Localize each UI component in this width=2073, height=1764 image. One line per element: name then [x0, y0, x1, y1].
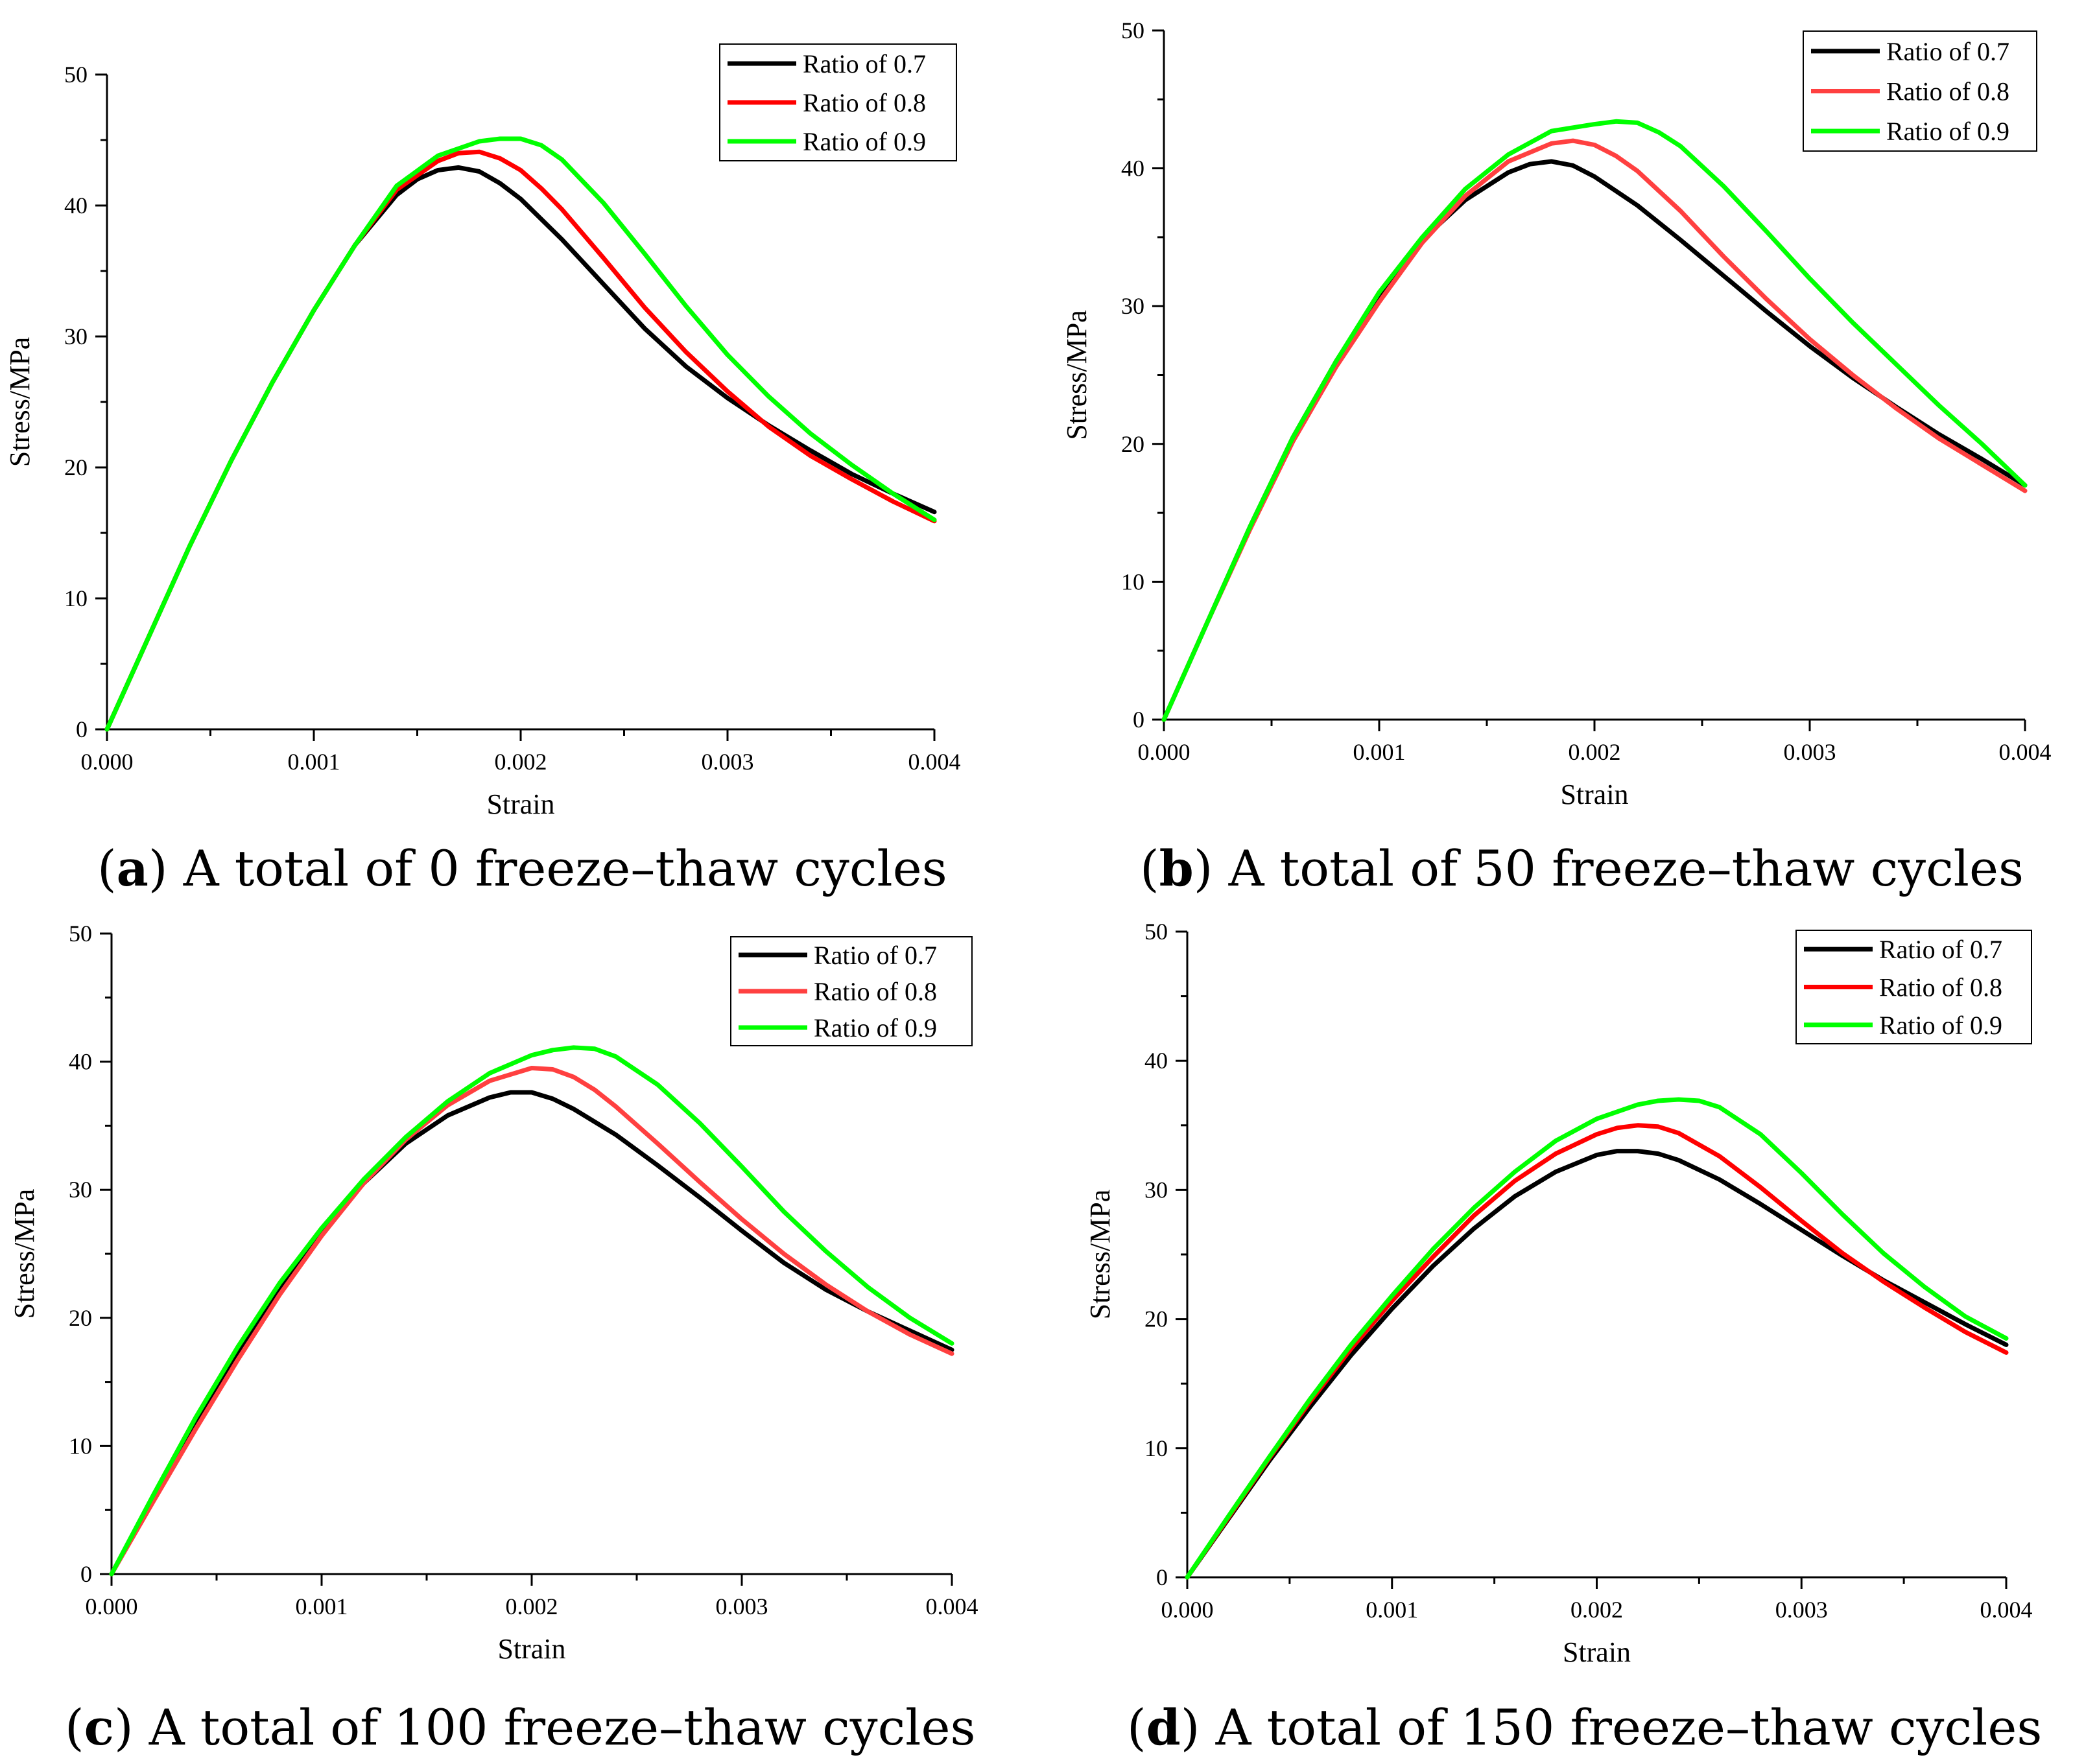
- chart-d-legend: Ratio of 0.7 Ratio of 0.8 Ratio of 0.9: [1795, 930, 2032, 1044]
- chart-a-y-axis-title: Stress/MPa: [4, 337, 36, 467]
- chart-b-x-tick-label: 0.004: [1999, 739, 2052, 765]
- chart-c-y-tick-label: 10: [69, 1433, 92, 1459]
- chart-c-y-tick-label: 0: [80, 1561, 92, 1587]
- caption-c: (c) A total of 100 freeze–thaw cycles: [65, 1699, 976, 1756]
- chart-a-y-tick-label: 20: [64, 454, 88, 480]
- chart-b-series-line-3: [1161, 119, 2028, 722]
- chart-a-x-tick-label: 0.003: [702, 749, 754, 775]
- chart-panel-c: 0.000 0.001 0.002 0.003 0.004 0 10 20 30 40 50 Stra…: [0, 901, 1036, 1764]
- caption-c-letter: c: [84, 1699, 114, 1756]
- chart-d-series-line-2: [1185, 1123, 2009, 1580]
- chart-d-y-axis-title: Stress/MPa: [1084, 1190, 1116, 1319]
- chart-c-y-tick-label: 50: [69, 921, 92, 947]
- chart-c-series-line-1: [109, 1090, 954, 1577]
- chart-a-legend-label-2: Ratio of 0.8: [803, 88, 926, 117]
- chart-b-legend: Ratio of 0.7 Ratio of 0.8 Ratio of 0.9: [1803, 30, 2037, 152]
- chart-b-svg: 0.000 0.001 0.002 0.003 0.004 0 10 20 30 40 50 Stra…: [1061, 18, 2052, 810]
- chart-b-series-line-2: [1161, 138, 2028, 722]
- chart-c-legend-label-1: Ratio of 0.7: [814, 941, 937, 970]
- chart-c-x-tick-label: 0.000: [86, 1593, 138, 1619]
- caption-b-letter: b: [1159, 840, 1194, 897]
- caption-a-letter: a: [116, 840, 148, 897]
- chart-d-series-line-1: [1185, 1149, 2009, 1580]
- chart-b-y-tick-label: 30: [1121, 293, 1144, 319]
- chart-c-y-tick-label: 30: [69, 1177, 92, 1203]
- caption-d-letter: d: [1146, 1699, 1181, 1756]
- chart-b-x-tick-label: 0.002: [1569, 739, 1621, 765]
- chart-d-legend-label-3: Ratio of 0.9: [1879, 1011, 2002, 1040]
- chart-c-y-tick-label: 20: [69, 1305, 92, 1331]
- chart-d-legend-label-1: Ratio of 0.7: [1879, 935, 2002, 964]
- chart-a-series-line-1: [104, 165, 937, 732]
- chart-b-x-axis-title: Strain: [1560, 779, 1628, 810]
- chart-c-x-tick-label: 0.001: [296, 1593, 348, 1619]
- chart-d-svg: 0.000 0.001 0.002 0.003 0.004 0 10 20 30 40 50 Stra…: [1084, 919, 2033, 1668]
- chart-d-y-tick-label: 30: [1144, 1177, 1168, 1203]
- chart-a-y-tick-label: 40: [64, 193, 88, 218]
- chart-a-legend-label-1: Ratio of 0.7: [803, 49, 926, 78]
- chart-d-x-tick-label: 0.004: [1980, 1597, 2033, 1623]
- chart-b-y-axis-title: Stress/MPa: [1061, 310, 1093, 440]
- chart-a-y-tick-label: 10: [64, 585, 88, 611]
- chart-a-y-tick-label: 50: [64, 62, 88, 88]
- chart-d-x-tick-label: 0.000: [1161, 1597, 1214, 1623]
- caption-d: (d) A total of 150 freeze–thaw cycles: [1127, 1699, 2043, 1756]
- caption-c-text: A total of 100 freeze–thaw cycles: [133, 1699, 976, 1756]
- chart-b-y-tick-label: 40: [1121, 156, 1144, 182]
- chart-c-series-line-2: [109, 1066, 954, 1577]
- chart-b-y-tick-label: 50: [1121, 18, 1144, 43]
- chart-c-y-axis-title: Stress/MPa: [8, 1189, 40, 1319]
- caption-a: (a) A total of 0 freeze–thaw cycles: [97, 840, 947, 897]
- chart-d-x-tick-label: 0.002: [1570, 1597, 1623, 1623]
- chart-d-y-tick-label: 10: [1144, 1435, 1168, 1461]
- chart-panel-d: 0.000 0.001 0.002 0.003 0.004 0 10 20 30 40 50 Stra…: [1036, 901, 2073, 1764]
- chart-d-series-line-3: [1185, 1097, 2009, 1580]
- chart-b-legend-label-2: Ratio of 0.8: [1886, 77, 2009, 106]
- chart-b-x-tick-label: 0.001: [1353, 739, 1406, 765]
- chart-c-legend: Ratio of 0.7 Ratio of 0.8 Ratio of 0.9: [730, 936, 973, 1046]
- chart-a-x-tick-label: 0.001: [288, 749, 340, 775]
- chart-a-series-line-2: [104, 149, 937, 732]
- chart-c-x-tick-label: 0.002: [506, 1593, 558, 1619]
- chart-d-y-tick-label: 40: [1144, 1048, 1168, 1074]
- chart-a-svg: 0.000 0.001 0.002 0.003 0.004 0 10 20 30 40 50 Stra…: [4, 43, 961, 820]
- chart-d-legend-label-2: Ratio of 0.8: [1879, 973, 2002, 1002]
- caption-a-text: A total of 0 freeze–thaw cycles: [167, 840, 947, 897]
- chart-d-x-tick-label: 0.003: [1775, 1597, 1828, 1623]
- chart-a-x-tick-label: 0.000: [81, 749, 134, 775]
- chart-b-x-tick-label: 0.000: [1138, 739, 1190, 765]
- chart-c-x-axis-title: Strain: [497, 1633, 565, 1665]
- chart-a-legend: Ratio of 0.7 Ratio of 0.8 Ratio of 0.9: [719, 43, 957, 161]
- chart-a-y-tick-label: 0: [76, 716, 88, 742]
- caption-d-text: A total of 150 freeze–thaw cycles: [1200, 1699, 2043, 1756]
- chart-c-legend-label-2: Ratio of 0.8: [814, 977, 937, 1006]
- caption-b: (b) A total of 50 freeze–thaw cycles: [1140, 840, 2024, 897]
- chart-c-legend-label-3: Ratio of 0.9: [814, 1013, 937, 1042]
- chart-c-y-tick-label: 40: [69, 1049, 92, 1075]
- chart-panel-a: 0.000 0.001 0.002 0.003 0.004 0 10 20 30 40 50 Stra…: [0, 0, 1036, 901]
- chart-b-legend-label-3: Ratio of 0.9: [1886, 117, 2009, 146]
- chart-b-y-tick-label: 10: [1121, 569, 1144, 594]
- chart-a-series-line-3: [104, 136, 937, 732]
- chart-a-y-tick-label: 30: [64, 323, 88, 349]
- chart-d-y-tick-label: 20: [1144, 1306, 1168, 1332]
- chart-d-x-axis-title: Strain: [1563, 1636, 1631, 1668]
- chart-a-legend-label-3: Ratio of 0.9: [803, 127, 926, 156]
- chart-b-legend-label-1: Ratio of 0.7: [1886, 37, 2009, 66]
- chart-a-x-axis-title: Strain: [486, 788, 554, 820]
- chart-b-y-tick-label: 20: [1121, 431, 1144, 457]
- chart-c-x-tick-label: 0.003: [716, 1593, 768, 1619]
- chart-d-y-tick-label: 50: [1144, 919, 1168, 945]
- chart-c-x-tick-label: 0.004: [926, 1593, 978, 1619]
- chart-d-y-tick-label: 0: [1156, 1564, 1168, 1590]
- chart-c-series-line-3: [109, 1045, 954, 1577]
- chart-d-x-tick-label: 0.001: [1366, 1597, 1418, 1623]
- chart-a-x-tick-label: 0.002: [495, 749, 547, 775]
- chart-b-y-tick-label: 0: [1133, 707, 1144, 733]
- caption-b-text: A total of 50 freeze–thaw cycles: [1213, 840, 2024, 897]
- chart-b-x-tick-label: 0.003: [1784, 739, 1836, 765]
- chart-panel-b: 0.000 0.001 0.002 0.003 0.004 0 10 20 30 40 50 Stra…: [1036, 0, 2073, 901]
- chart-c-svg: 0.000 0.001 0.002 0.003 0.004 0 10 20 30 40 50 Stra…: [8, 921, 978, 1665]
- chart-a-x-tick-label: 0.004: [908, 749, 961, 775]
